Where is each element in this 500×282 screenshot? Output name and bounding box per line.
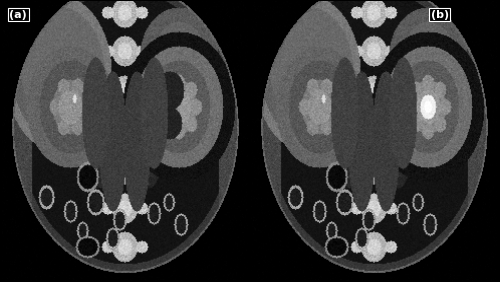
Text: (b): (b) xyxy=(430,10,448,19)
Text: (a): (a) xyxy=(10,10,27,19)
